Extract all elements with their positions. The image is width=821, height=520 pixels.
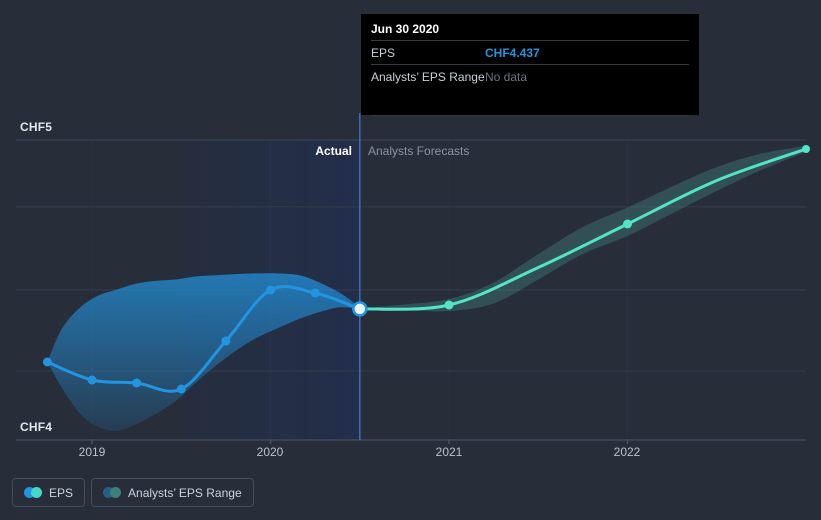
x-tick-label-2021: 2021 <box>435 445 463 459</box>
tooltip-row-label: Analysts’ EPS Range <box>371 69 485 84</box>
legend: EPS Analysts’ EPS Range <box>12 478 254 507</box>
hovered-point <box>352 301 368 317</box>
tooltip-row-value: No data <box>485 69 528 84</box>
eps-point <box>266 285 275 295</box>
eps-point <box>221 336 231 346</box>
tooltip-divider <box>371 64 689 65</box>
tooltip: Jun 30 2020 EPS CHF4.437 Analysts’ EPS R… <box>361 14 699 116</box>
eps-point <box>42 357 52 367</box>
tooltip-divider <box>371 40 689 41</box>
band-analysts-eps-range-forecast <box>359 146 806 312</box>
eps-point <box>176 384 186 394</box>
legend-item-label: Analysts’ EPS Range <box>128 485 242 500</box>
eps-series-icon <box>24 487 42 498</box>
eps-point <box>87 375 97 385</box>
tooltip-row-eps: EPS CHF4.437 <box>371 43 689 62</box>
x-tick-label-2019: 2019 <box>78 445 106 459</box>
legend-item-label: EPS <box>49 485 74 500</box>
y-axis-label-top: CHF5 <box>20 120 53 134</box>
forecast-point <box>623 219 632 229</box>
forecast-region-label: Analysts Forecasts <box>368 144 470 158</box>
band-analysts-eps-range-actual <box>47 273 360 432</box>
y-axis-label-bottom: CHF4 <box>20 420 53 434</box>
tooltip-row-label: EPS <box>371 45 396 60</box>
legend-item-analysts-eps-range[interactable]: Analysts’ EPS Range <box>91 478 254 507</box>
eps-line-actual <box>45 285 362 393</box>
tooltip-row-range: Analysts’ EPS Range No data <box>371 67 689 86</box>
tooltip-spacer <box>371 86 689 113</box>
actual-region-label: Actual <box>315 144 352 158</box>
x-tick-label-2020: 2020 <box>256 445 284 459</box>
eps-point <box>310 288 320 298</box>
eps-line-forecast <box>358 147 808 311</box>
legend-item-eps[interactable]: EPS <box>12 478 86 507</box>
tooltip-divider <box>371 115 689 116</box>
tooltip-date: Jun 30 2020 <box>371 22 440 36</box>
forecast-end-marker <box>802 145 810 153</box>
eps-point <box>132 378 142 388</box>
tooltip-row-value: CHF4.437 <box>485 45 540 60</box>
forecast-point <box>444 300 454 310</box>
analysts-range-series-icon <box>103 487 122 498</box>
x-tick-label-2022: 2022 <box>613 445 641 459</box>
